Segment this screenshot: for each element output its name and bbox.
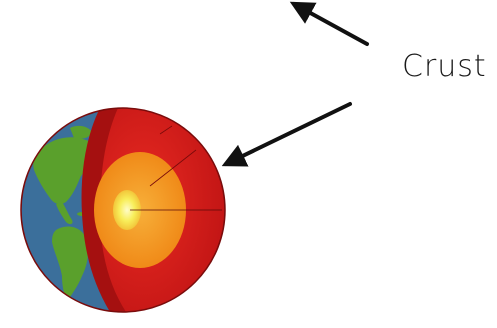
pointer-arrow-crust <box>221 102 352 167</box>
continents <box>33 125 98 300</box>
inner-core-layer <box>113 190 141 230</box>
north-america-landmass <box>33 137 98 205</box>
crust-label: Crust <box>402 49 487 84</box>
earth-globe <box>20 107 226 313</box>
crust-wall <box>81 108 130 312</box>
greenland-landmass <box>70 125 92 139</box>
pointer-arrow-top <box>289 1 369 46</box>
globe-outline <box>20 107 226 313</box>
mantle-guide-line <box>159 125 173 135</box>
south-america-landmass <box>52 226 89 300</box>
outer-core-guide-line <box>149 149 197 187</box>
central-america-landmass <box>56 202 73 225</box>
